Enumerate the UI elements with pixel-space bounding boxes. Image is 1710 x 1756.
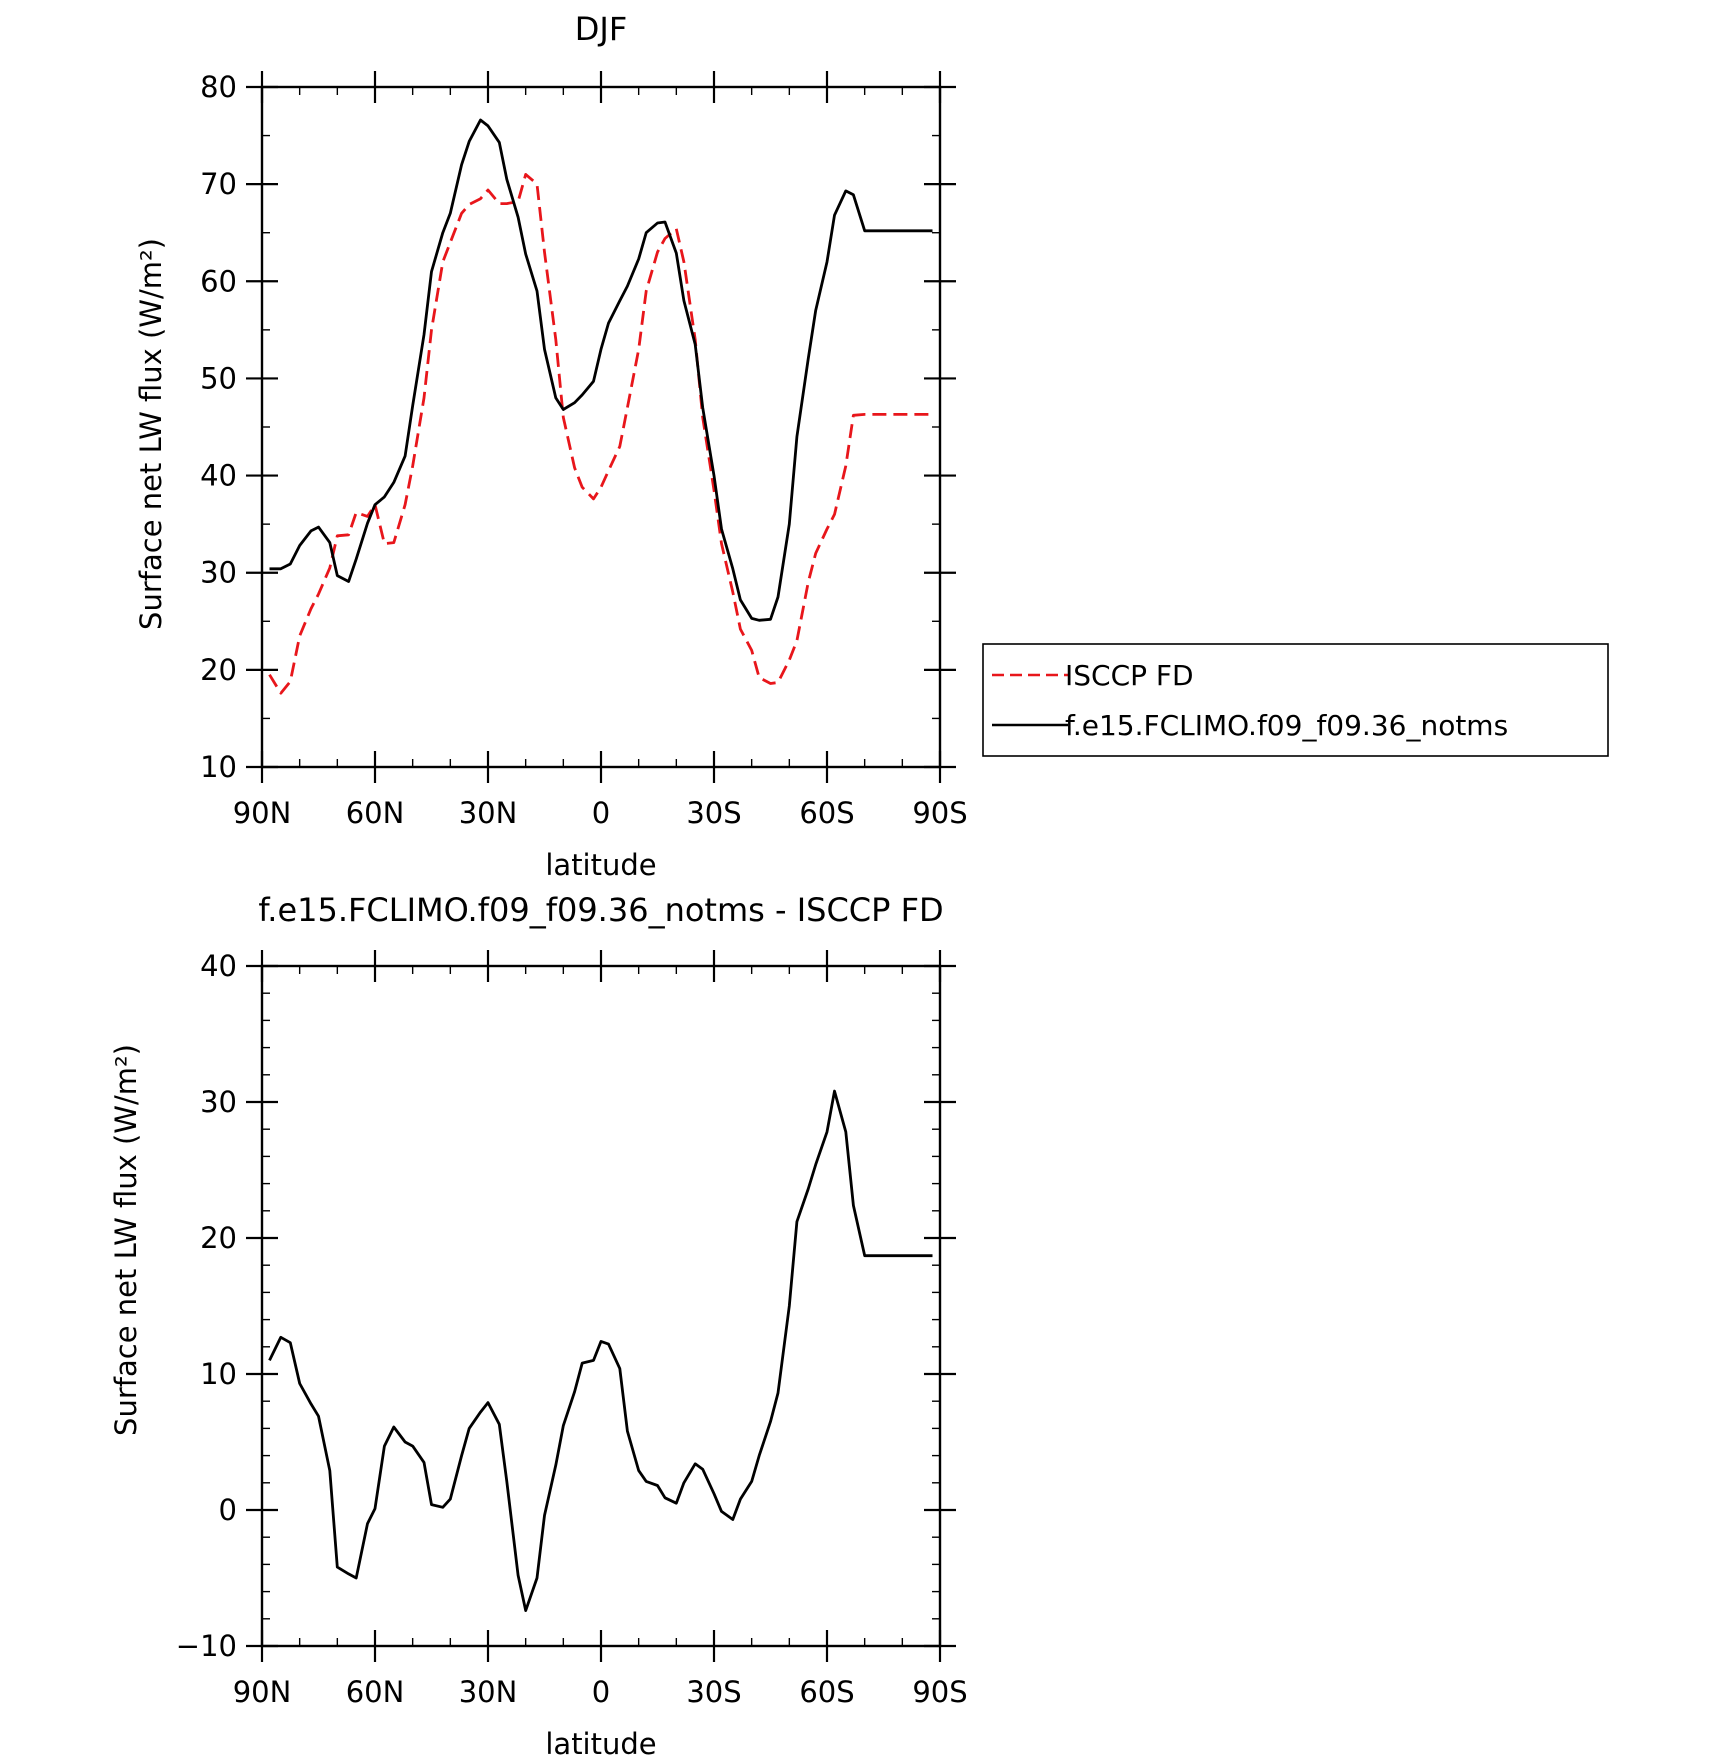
x-tick-label: 30N: [459, 796, 518, 830]
x-tick-label: 90N: [233, 796, 292, 830]
y-tick-label: 30: [200, 556, 237, 590]
plot-area: −10 0 10 20 30 40 90N 60N 30N 0 30S 60S 90S: [176, 949, 968, 1709]
y-tick-label: 70: [200, 167, 237, 201]
y-axis-label: Surface net LW flux (W/m²): [109, 1044, 143, 1436]
chart-difference-panel: f.e15.FCLIMO.f09_f09.36_notms - ISCCP FD…: [109, 891, 968, 1756]
series-line-isccp-fd: [268, 172, 933, 695]
y-tick-label: 10: [200, 750, 237, 784]
x-tick-label: 90S: [912, 1675, 967, 1709]
plot-area: 10 20 30 40 50 60 70 80 90N 60N 30N 0 30S 60S 90S: [200, 70, 968, 830]
y-tick-label: 40: [200, 949, 237, 983]
y-axis-label: Surface net LW flux (W/m²): [134, 238, 168, 630]
y-tick-label: −10: [176, 1629, 237, 1663]
y-tick-label: 40: [200, 459, 237, 493]
y-tick-label: 60: [200, 264, 237, 298]
legend-box: [982, 643, 1609, 757]
y-tick-label: 10: [200, 1357, 237, 1391]
x-tick-label: 30S: [686, 1675, 741, 1709]
x-tick-label: 0: [592, 796, 610, 830]
series-line-difference: [268, 1089, 933, 1612]
y-tick-label: 80: [200, 70, 237, 104]
x-tick-label: 60N: [346, 796, 405, 830]
series-line-f-e15-fclimo-f09-f09-36-notms: [269, 118, 933, 622]
x-tick-label: 60S: [799, 796, 854, 830]
legend: ISCCP FD f.e15.FCLIMO.f09_f09.36_notms: [982, 643, 1609, 757]
x-tick-label: 60S: [799, 1675, 854, 1709]
x-axis-label: latitude: [545, 848, 656, 882]
chart-title: DJF: [575, 10, 627, 48]
y-tick-label: 50: [200, 361, 237, 395]
chart-title: f.e15.FCLIMO.f09_f09.36_notms - ISCCP FD: [258, 891, 943, 929]
x-tick-label: 90S: [912, 796, 967, 830]
y-tick-label: 30: [200, 1085, 237, 1119]
legend-label-model: f.e15.FCLIMO.f09_f09.36_notms: [1065, 709, 1508, 742]
plot-frame: [260, 85, 942, 769]
y-tick-label: 0: [219, 1493, 237, 1527]
y-tick-label: 20: [200, 1221, 237, 1255]
x-axis-label: latitude: [545, 1727, 656, 1756]
x-tick-label: 30N: [459, 1675, 518, 1709]
x-tick-label: 90N: [233, 1675, 292, 1709]
x-tick-label: 0: [592, 1675, 610, 1709]
legend-label-isccp: ISCCP FD: [1065, 659, 1194, 692]
y-tick-label: 20: [200, 653, 237, 687]
x-tick-label: 60N: [346, 1675, 405, 1709]
x-tick-label: 30S: [686, 796, 741, 830]
